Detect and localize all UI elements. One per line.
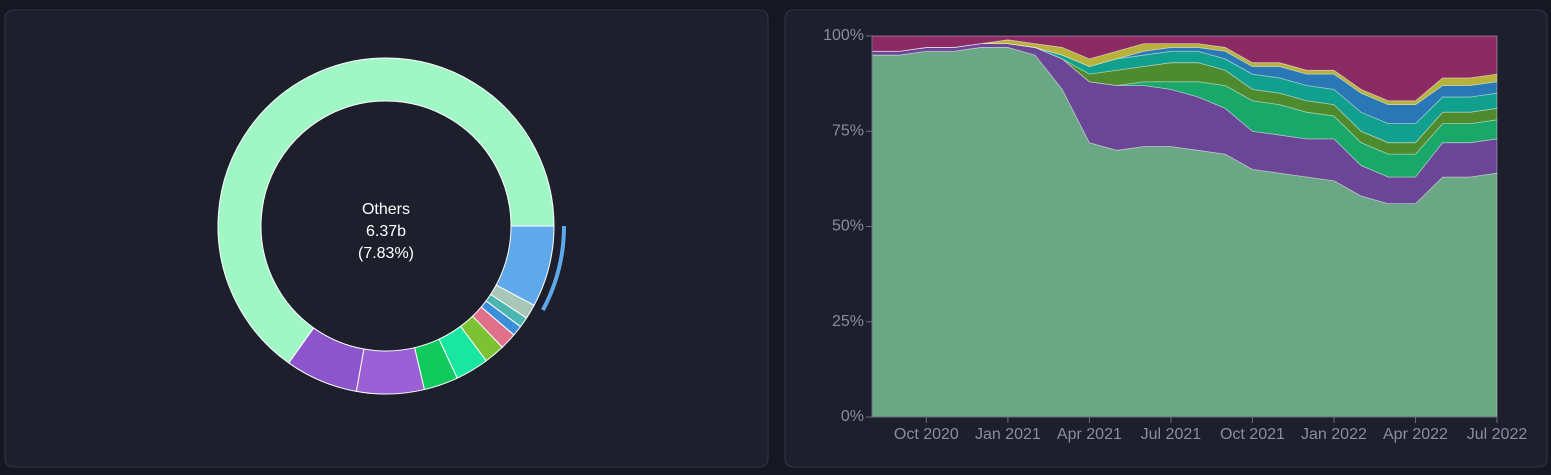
- center-label: Others: [362, 201, 410, 218]
- area-band: [872, 39, 1498, 105]
- area-band: [872, 43, 1498, 144]
- center-label: 6.37b: [366, 223, 406, 240]
- area-band: [872, 43, 1498, 155]
- x-tick-label: Apr 2022: [1383, 426, 1448, 443]
- area-band: [871, 35, 1498, 102]
- x-tick-label: Oct 2020: [894, 426, 959, 443]
- y-tick-label: 100%: [823, 27, 864, 44]
- area-chart: 0% 25% 50% 75% 100% Oct 2020 Jan 2021 Apr 2021 J…: [823, 27, 1527, 443]
- x-tick-label: Apr 2021: [1057, 426, 1122, 443]
- area-band: [871, 43, 1498, 205]
- donut-chart: Others 6.37b (7.83%): [217, 57, 566, 395]
- area-band: [872, 43, 1498, 125]
- donut-slice: [355, 347, 425, 395]
- y-tick-label: 50%: [832, 218, 864, 235]
- highlight-arc: [541, 225, 566, 312]
- x-tick-label: Jan 2022: [1301, 426, 1367, 443]
- y-tick-label: 25%: [832, 313, 864, 330]
- x-tick-label: Oct 2021: [1220, 426, 1285, 443]
- x-tick-label: Jul 2022: [1467, 426, 1528, 443]
- y-tick-label: 75%: [832, 122, 864, 139]
- area-band: [872, 43, 1498, 178]
- donut-slice: [217, 57, 555, 364]
- left-panel: [4, 9, 769, 468]
- center-label: (7.83%): [358, 245, 414, 262]
- y-tick-label: 0%: [841, 408, 864, 425]
- x-tick-label: Jan 2021: [975, 426, 1041, 443]
- x-tick-label: Jul 2021: [1141, 426, 1202, 443]
